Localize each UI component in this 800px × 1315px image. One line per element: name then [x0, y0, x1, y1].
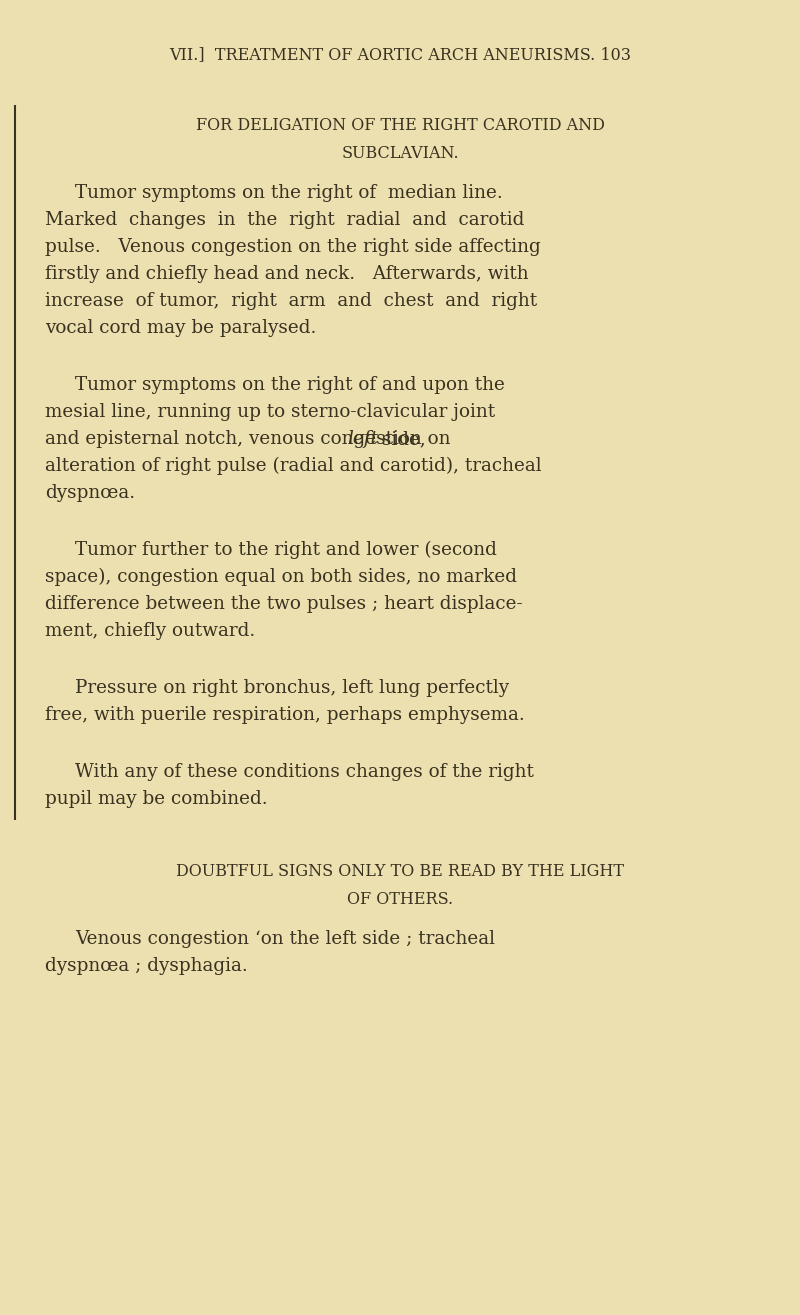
- Text: Venous congestion ‘on the left side ; tracheal: Venous congestion ‘on the left side ; tr…: [75, 930, 495, 948]
- Text: SUBCLAVIAN.: SUBCLAVIAN.: [341, 145, 459, 162]
- Text: free, with puerile respiration, perhaps emphysema.: free, with puerile respiration, perhaps …: [45, 706, 525, 725]
- Text: dyspnœa.: dyspnœa.: [45, 484, 135, 502]
- Text: Tumor symptoms on the right of  median line.: Tumor symptoms on the right of median li…: [75, 184, 502, 203]
- Text: and episternal notch, venous congestion on: and episternal notch, venous congestion …: [45, 430, 456, 448]
- Text: side,: side,: [376, 430, 426, 448]
- Text: space), congestion equal on both sides, no marked: space), congestion equal on both sides, …: [45, 568, 517, 586]
- Text: firstly and chiefly head and neck.   Afterwards, with: firstly and chiefly head and neck. After…: [45, 266, 529, 283]
- Text: pulse.   Venous congestion on the right side affecting: pulse. Venous congestion on the right si…: [45, 238, 541, 256]
- Text: DOUBTFUL SIGNS ONLY TO BE READ BY THE LIGHT: DOUBTFUL SIGNS ONLY TO BE READ BY THE LI…: [176, 863, 624, 880]
- Text: Tumor further to the right and lower (second: Tumor further to the right and lower (se…: [75, 540, 497, 559]
- Text: left: left: [348, 430, 378, 448]
- Text: Marked  changes  in  the  right  radial  and  carotid: Marked changes in the right radial and c…: [45, 210, 524, 229]
- Text: mesial line, running up to sterno-clavicular joint: mesial line, running up to sterno-clavic…: [45, 402, 495, 421]
- Text: Tumor symptoms on the right of and upon the: Tumor symptoms on the right of and upon …: [75, 376, 505, 394]
- Text: Pressure on right bronchus, left lung perfectly: Pressure on right bronchus, left lung pe…: [75, 679, 509, 697]
- Text: vocal cord may be paralysed.: vocal cord may be paralysed.: [45, 320, 316, 337]
- Text: ment, chiefly outward.: ment, chiefly outward.: [45, 622, 255, 640]
- Text: alteration of right pulse (radial and carotid), tracheal: alteration of right pulse (radial and ca…: [45, 456, 542, 475]
- Text: VII.]  TREATMENT OF AORTIC ARCH ANEURISMS. 103: VII.] TREATMENT OF AORTIC ARCH ANEURISMS…: [169, 46, 631, 63]
- Text: With any of these conditions changes of the right: With any of these conditions changes of …: [75, 763, 534, 781]
- Text: pupil may be combined.: pupil may be combined.: [45, 790, 268, 807]
- Text: FOR DELIGATION OF THE RIGHT CAROTID AND: FOR DELIGATION OF THE RIGHT CAROTID AND: [195, 117, 605, 134]
- Text: increase  of tumor,  right  arm  and  chest  and  right: increase of tumor, right arm and chest a…: [45, 292, 537, 310]
- Text: OF OTHERS.: OF OTHERS.: [347, 890, 453, 907]
- Text: dyspnœa ; dysphagia.: dyspnœa ; dysphagia.: [45, 957, 248, 974]
- Text: difference between the two pulses ; heart displace-: difference between the two pulses ; hear…: [45, 594, 522, 613]
